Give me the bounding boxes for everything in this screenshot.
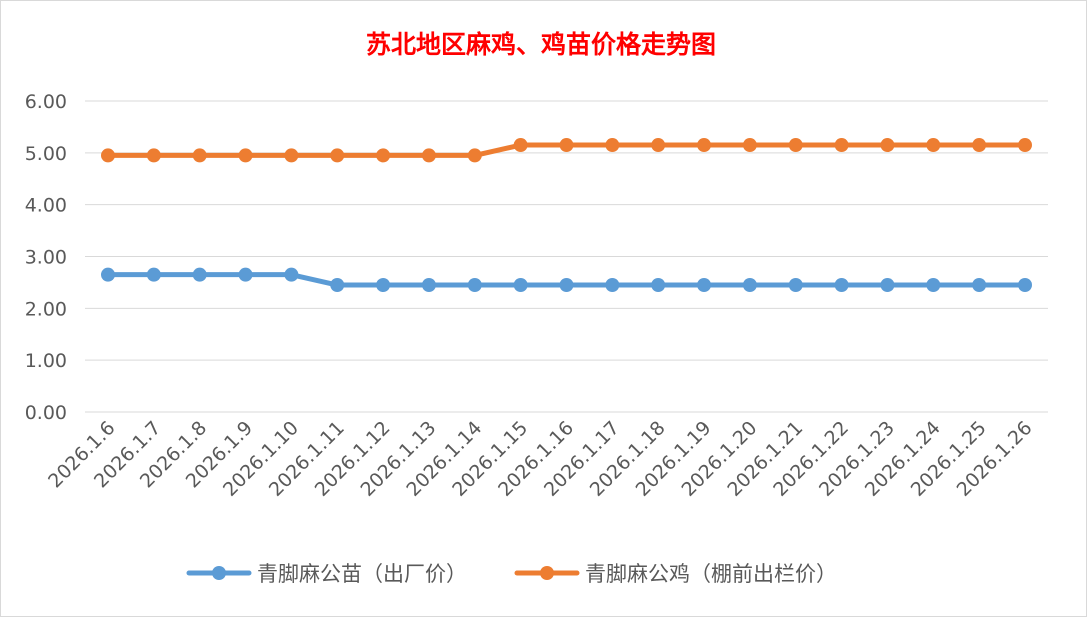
data-point [651, 138, 666, 153]
y-tick-label: 2.00 [25, 298, 67, 320]
legend-item: 青脚麻公鸡（棚前出栏价） [514, 562, 837, 586]
y-tick-label: 5.00 [25, 143, 67, 165]
data-point [376, 278, 391, 293]
data-point [421, 278, 436, 293]
data-point [742, 278, 757, 293]
data-point [788, 138, 803, 153]
data-point [880, 138, 895, 153]
data-point [238, 148, 253, 163]
data-point [926, 138, 941, 153]
y-tick-label: 0.00 [25, 402, 67, 424]
data-point [697, 278, 712, 293]
series-2 [101, 138, 1032, 163]
data-point [146, 267, 161, 282]
data-point [284, 267, 299, 282]
data-point [742, 138, 757, 153]
data-point [330, 278, 345, 293]
data-point [1018, 138, 1032, 153]
data-point [972, 138, 987, 153]
data-point [605, 138, 620, 153]
legend-item: 青脚麻公苗（出厂价） [186, 562, 467, 586]
data-point [605, 278, 620, 293]
y-tick-label: 4.00 [25, 195, 67, 217]
data-point [834, 138, 849, 153]
data-point [101, 148, 115, 163]
chart-title: 苏北地区麻鸡、鸡苗价格走势图 [366, 30, 716, 59]
data-point [101, 267, 115, 282]
data-point [513, 138, 528, 153]
data-point [330, 148, 345, 163]
data-point [376, 148, 391, 163]
data-point [467, 148, 482, 163]
data-point [284, 148, 299, 163]
data-point [880, 278, 895, 293]
data-point [238, 267, 253, 282]
data-point [651, 278, 666, 293]
y-axis-tick-labels: 0.00 1.00 2.00 3.00 4.00 5.00 6.00 [25, 91, 67, 424]
y-tick-label: 6.00 [25, 91, 67, 113]
data-point [834, 278, 849, 293]
data-point [926, 278, 941, 293]
data-point [513, 278, 528, 293]
series-1 [101, 267, 1032, 293]
data-point [1018, 278, 1032, 293]
data-point [697, 138, 712, 153]
legend-label: 青脚麻公鸡（棚前出栏价） [585, 562, 837, 586]
data-point [972, 278, 987, 293]
data-point [192, 267, 207, 282]
data-point [421, 148, 436, 163]
legend-label: 青脚麻公苗（出厂价） [257, 562, 467, 586]
legend-marker [540, 566, 554, 580]
data-point [788, 278, 803, 293]
series-lines [101, 138, 1032, 293]
data-point [559, 138, 574, 153]
data-point [192, 148, 207, 163]
y-tick-label: 3.00 [25, 247, 67, 269]
x-axis-tick-labels: 2026.1.62026.1.72026.1.82026.1.92026.1.1… [44, 417, 1036, 501]
data-point [146, 148, 161, 163]
y-tick-label: 1.00 [25, 350, 67, 372]
data-point [467, 278, 482, 293]
legend: 青脚麻公苗（出厂价） 青脚麻公鸡（棚前出栏价） [186, 562, 837, 586]
legend-marker [212, 566, 226, 580]
data-point [559, 278, 574, 293]
